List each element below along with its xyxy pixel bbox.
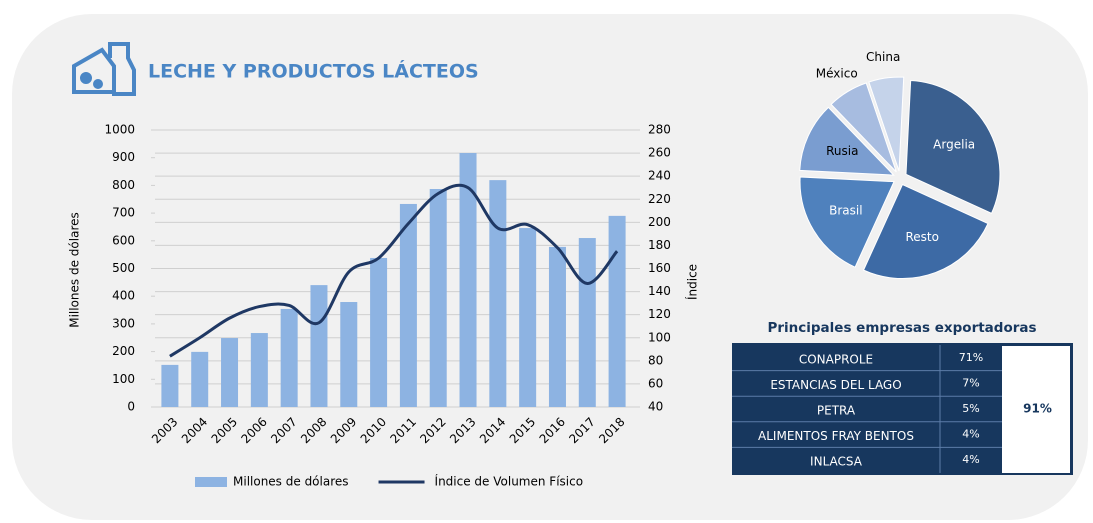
pie-slice: [905, 79, 1001, 214]
y-tick-label: 0: [127, 400, 135, 414]
bar: [370, 257, 388, 407]
pie-label: China: [866, 50, 900, 64]
bar: [519, 228, 537, 407]
dairy-icon: [72, 42, 136, 96]
legend-swatch: [195, 477, 227, 487]
bar: [310, 285, 328, 407]
bar: [548, 246, 566, 407]
y2-tick-label: 280: [648, 123, 671, 137]
y2-tick-label: 220: [648, 192, 671, 206]
bar: [191, 351, 209, 407]
table-title: Principales empresas exportadoras: [767, 320, 1036, 336]
company-share: 4%: [962, 428, 979, 441]
bar: [250, 333, 268, 407]
bar: [161, 364, 179, 407]
bar: [489, 180, 507, 407]
y-tick-label: 800: [112, 178, 135, 192]
total-share: 91%: [1023, 402, 1052, 416]
pie-label: México: [816, 67, 858, 81]
y-tick-label: 300: [112, 316, 135, 330]
y2-tick-label: 180: [648, 238, 671, 252]
y-tick-label: 200: [112, 344, 135, 358]
bar: [459, 152, 477, 407]
company-name: INLACSA: [810, 455, 863, 469]
y-tick-label: 900: [112, 150, 135, 164]
bar: [399, 203, 417, 407]
y2-tick-label: 60: [648, 376, 663, 390]
y2-tick-label: 160: [648, 261, 671, 275]
y2-tick-label: 200: [648, 215, 671, 229]
bar: [340, 302, 358, 407]
pie-label: Resto: [905, 230, 938, 244]
bar: [578, 238, 596, 407]
pie-label: Brasil: [829, 203, 862, 217]
y2-tick-label: 100: [648, 330, 671, 344]
pie-slice: [799, 106, 895, 176]
y-axis-label: Millones de dólares: [68, 212, 82, 328]
pie-label: Rusia: [826, 144, 858, 158]
y-tick-label: 100: [112, 372, 135, 386]
y-tick-label: 500: [112, 261, 135, 275]
y2-tick-label: 40: [648, 400, 663, 414]
pie-slice: [799, 176, 895, 268]
pie-slice: [862, 183, 989, 280]
bar: [429, 189, 447, 407]
company-name: PETRA: [817, 404, 856, 418]
bar: [608, 215, 626, 407]
y2-axis-label: Índice: [685, 264, 700, 300]
company-name: CONAPROLE: [799, 352, 873, 366]
bar: [221, 338, 239, 407]
company-name: ESTANCIAS DEL LAGO: [770, 378, 901, 392]
index-line: [169, 183, 619, 358]
pie-slice: [830, 82, 897, 173]
y-tick-label: 700: [112, 206, 135, 220]
legend-label: Millones de dólares: [233, 475, 349, 489]
total-cell: [1002, 346, 1070, 473]
y-tick-label: 400: [112, 289, 135, 303]
bar: [280, 308, 298, 407]
y2-tick-label: 80: [648, 353, 663, 367]
pie-label: Argelia: [933, 138, 975, 152]
company-name: ALIMENTOS FRAY BENTOS: [758, 429, 914, 443]
y2-tick-label: 240: [648, 169, 671, 183]
y2-tick-label: 260: [648, 146, 671, 160]
pie-slice: [868, 76, 905, 172]
y-tick-label: 600: [112, 233, 135, 247]
company-share: 71%: [959, 351, 983, 364]
page-title: LECHE Y PRODUCTOS LÁCTEOS: [148, 60, 479, 83]
company-share: 4%: [962, 453, 979, 466]
y2-tick-label: 120: [648, 307, 671, 321]
y2-tick-label: 140: [648, 284, 671, 298]
company-share: 7%: [962, 376, 979, 389]
legend-label: Índice de Volumen Físico: [435, 474, 584, 489]
y-tick-label: 1000: [104, 123, 135, 137]
company-share: 5%: [962, 402, 979, 415]
